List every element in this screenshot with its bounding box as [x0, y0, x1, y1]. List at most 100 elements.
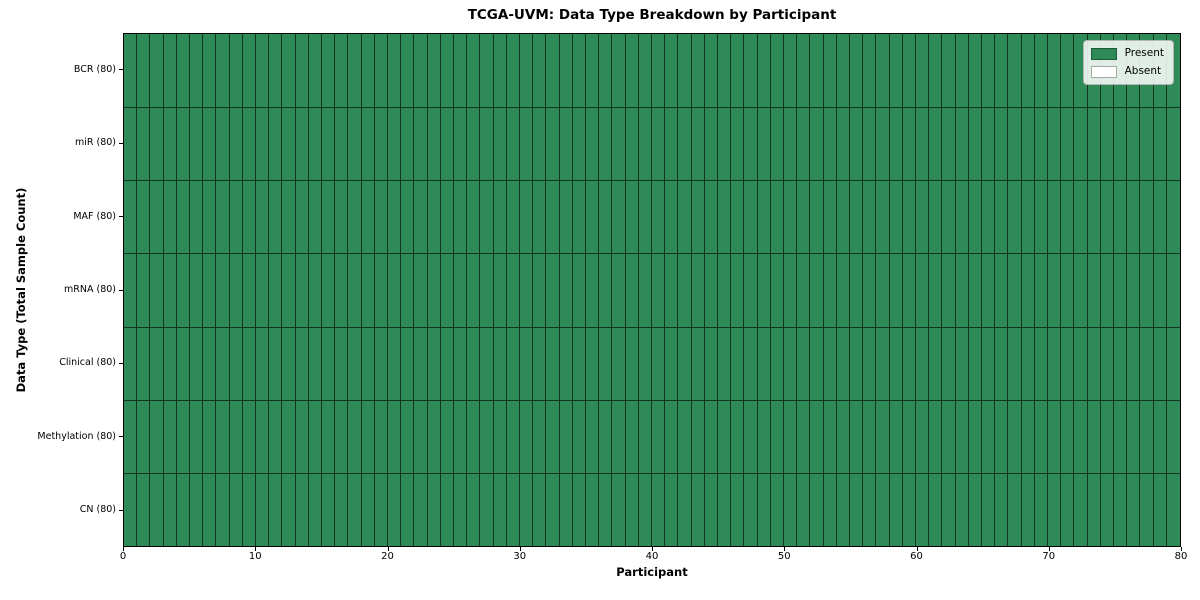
heatmap-cell — [876, 253, 890, 327]
heatmap-cell — [1034, 326, 1048, 400]
heatmap-cell — [915, 253, 930, 327]
heatmap-cell — [255, 399, 270, 473]
heatmap-cell — [519, 399, 534, 473]
heatmap-cell — [1140, 326, 1154, 400]
x-tick-label: 30 — [513, 551, 527, 562]
heatmap-cell — [335, 472, 349, 546]
heatmap-cell — [493, 399, 507, 473]
heatmap-cell — [863, 34, 877, 108]
heatmap-cell — [849, 326, 864, 400]
heatmap-cell — [137, 326, 151, 400]
heatmap-cell — [665, 399, 679, 473]
heatmap-cell — [849, 34, 864, 108]
heatmap-cell — [704, 253, 718, 327]
heatmap-cell — [453, 34, 468, 108]
heatmap-cell — [942, 326, 956, 400]
heatmap-cell — [783, 253, 798, 327]
heatmap-cell — [757, 326, 771, 400]
heatmap-cell — [387, 472, 402, 546]
heatmap-cell — [599, 399, 613, 473]
heatmap-cell — [519, 180, 534, 254]
heatmap-cell — [493, 253, 507, 327]
heatmap-cell — [678, 326, 692, 400]
heatmap-cell — [1113, 180, 1128, 254]
heatmap-cell — [770, 399, 784, 473]
heatmap-cell — [414, 34, 428, 108]
heatmap-cell — [902, 253, 916, 327]
heatmap-cell — [282, 472, 296, 546]
heatmap-cell — [216, 253, 230, 327]
y-tick-label: BCR (80) — [73, 63, 116, 75]
heatmap-cell — [651, 34, 666, 108]
heatmap-cell — [176, 34, 190, 108]
heatmap-cell — [506, 399, 520, 473]
heatmap-cell — [955, 34, 969, 108]
heatmap-cell — [321, 107, 336, 181]
heatmap-cell — [1008, 472, 1022, 546]
heatmap-cell — [427, 326, 441, 400]
heatmap-cell — [361, 326, 375, 400]
heatmap-cell — [797, 107, 811, 181]
heatmap-cell — [981, 107, 996, 181]
heatmap-cell — [810, 180, 824, 254]
x-tick-mark — [784, 547, 786, 551]
plot-area: Present Absent — [123, 33, 1181, 547]
heatmap-cell — [797, 34, 811, 108]
heatmap-cell — [176, 399, 190, 473]
y-tick-mark — [119, 69, 123, 71]
heatmap-cell — [638, 399, 652, 473]
heatmap-cell — [387, 34, 402, 108]
heatmap-cell — [229, 253, 243, 327]
heatmap-cell — [348, 253, 362, 327]
heatmap-cell — [203, 180, 217, 254]
heatmap-cell — [1087, 326, 1101, 400]
heatmap-cell — [255, 472, 270, 546]
heatmap-cell — [533, 34, 547, 108]
y-tick-label: mRNA (80) — [64, 284, 116, 295]
heatmap-cell — [308, 180, 322, 254]
legend-label-present: Present — [1124, 47, 1164, 59]
heatmap-cell — [229, 34, 243, 108]
heatmap-cell — [691, 472, 705, 546]
heatmap-cell — [823, 107, 837, 181]
heatmap-cell — [1153, 399, 1167, 473]
heatmap-cell — [1074, 253, 1088, 327]
heatmap-cell — [757, 472, 771, 546]
heatmap-cell — [678, 180, 692, 254]
heatmap-cell — [1127, 399, 1141, 473]
heatmap-cell — [387, 399, 402, 473]
heatmap-cell — [638, 34, 652, 108]
heatmap-cell — [651, 180, 666, 254]
heatmap-cell — [467, 399, 481, 473]
heatmap-cell — [981, 399, 996, 473]
heatmap-cell — [216, 399, 230, 473]
heatmap-cell — [915, 472, 930, 546]
heatmap-cell — [678, 107, 692, 181]
heatmap-cell — [836, 472, 850, 546]
heatmap-cell — [440, 326, 454, 400]
heatmap-cell — [480, 253, 494, 327]
heatmap-cell — [467, 180, 481, 254]
heatmap-cell — [849, 472, 864, 546]
heatmap-cell — [137, 180, 151, 254]
heatmap-cell — [625, 180, 639, 254]
heatmap-cell — [137, 253, 151, 327]
heatmap-cell — [1021, 34, 1035, 108]
heatmap-cell — [427, 34, 441, 108]
heatmap-cell — [203, 399, 217, 473]
heatmap-cell — [348, 326, 362, 400]
heatmap-cell — [255, 107, 270, 181]
heatmap-cell — [348, 34, 362, 108]
heatmap-cell — [440, 107, 454, 181]
heatmap-cell — [902, 180, 916, 254]
heatmap-cell — [757, 180, 771, 254]
heatmap-cell — [836, 34, 850, 108]
heatmap-cell — [1140, 472, 1154, 546]
heatmap-cell — [955, 472, 969, 546]
heatmap-cell — [599, 180, 613, 254]
heatmap-cell — [1113, 253, 1128, 327]
x-tick-mark — [123, 547, 124, 551]
heatmap-cell — [203, 107, 217, 181]
heatmap-cell — [176, 472, 190, 546]
absent-swatch-icon — [1090, 65, 1117, 78]
